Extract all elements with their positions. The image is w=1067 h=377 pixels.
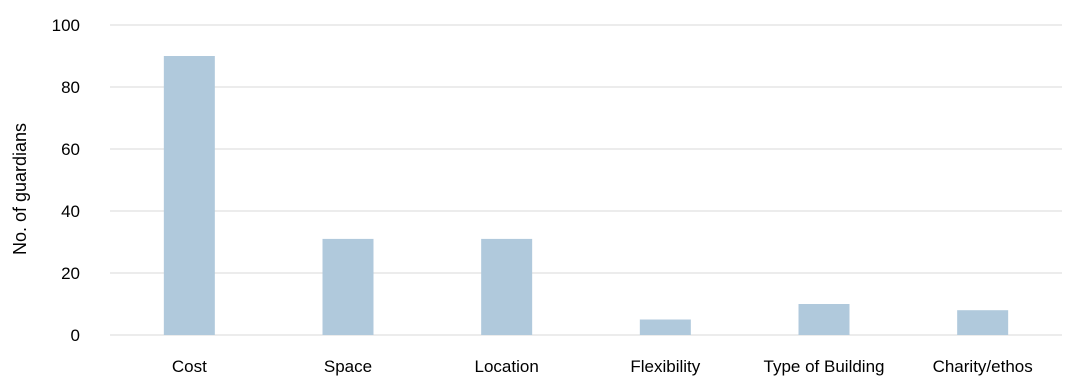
bar-cost [163, 56, 215, 335]
bars [163, 56, 1009, 335]
gridlines [110, 24, 1062, 336]
x-tick-label: Charity/ethos [933, 357, 1033, 376]
x-tick-label: Location [475, 357, 539, 376]
x-tick-labels: Cost Space Location Flexibility Type of Buil… [172, 357, 1033, 376]
y-tick-label: 100 [52, 16, 80, 35]
bar-flexibility [639, 319, 691, 335]
y-tick-label: 60 [61, 140, 80, 159]
y-tick-label: 80 [61, 78, 80, 97]
bar-space [322, 238, 374, 335]
bar-type-of-building [798, 304, 850, 335]
y-axis-title: No. of guardians [10, 123, 30, 255]
y-tick-label: 0 [71, 326, 80, 345]
bar-charity-ethos [957, 310, 1009, 335]
x-tick-label: Type of Building [764, 357, 885, 376]
y-tick-label: 20 [61, 264, 80, 283]
bar-location [481, 238, 533, 335]
y-tick-labels: 0 20 40 60 80 100 [52, 16, 80, 345]
x-tick-label: Space [324, 357, 372, 376]
y-tick-label: 40 [61, 202, 80, 221]
x-tick-label: Cost [172, 357, 207, 376]
x-tick-label: Flexibility [630, 357, 700, 376]
